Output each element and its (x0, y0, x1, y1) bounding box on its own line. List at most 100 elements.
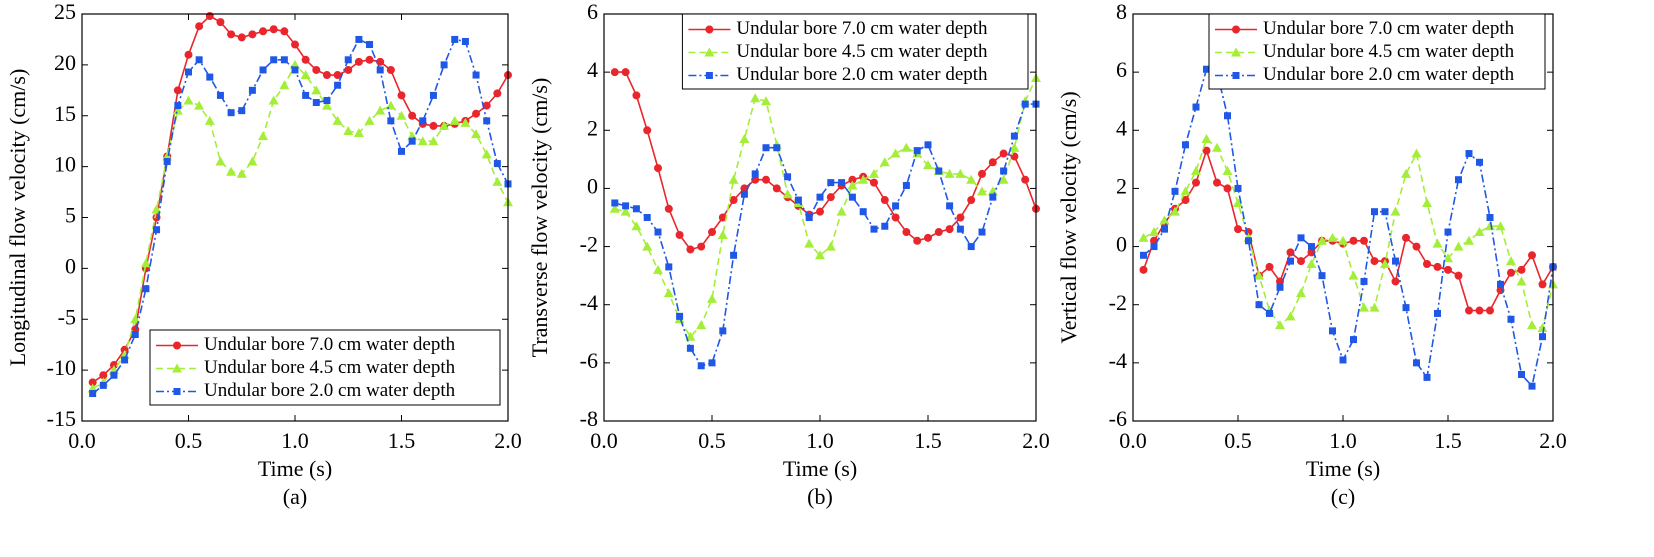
data-point (848, 193, 856, 201)
data-point (482, 101, 491, 110)
data-point (302, 91, 310, 99)
data-point (280, 56, 288, 64)
data-point (1485, 221, 1495, 231)
data-point (1213, 178, 1221, 187)
data-point (1223, 184, 1232, 193)
data-point (665, 263, 673, 271)
data-point (956, 213, 965, 222)
data-point (859, 208, 867, 216)
data-point (1423, 260, 1431, 269)
data-point (946, 202, 954, 210)
data-point (151, 204, 162, 214)
data-point (988, 158, 997, 167)
data-point (258, 131, 269, 141)
data-point (1411, 148, 1422, 158)
data-point (387, 117, 395, 125)
data-point (270, 56, 278, 64)
data-point (397, 91, 406, 100)
x-tick-label: 2.0 (1022, 428, 1050, 453)
data-point (1486, 214, 1494, 221)
data-point (1392, 257, 1399, 265)
data-point (966, 174, 977, 184)
data-point (227, 109, 235, 117)
data-point (471, 129, 482, 139)
data-point (1138, 232, 1149, 242)
data-point (825, 241, 836, 251)
data-point (923, 160, 933, 170)
data-point (227, 30, 236, 39)
data-point (1349, 236, 1358, 245)
y-tick-label: 20 (54, 50, 76, 75)
y-tick-label: -6 (1109, 406, 1127, 431)
data-point (269, 25, 278, 34)
data-point (460, 117, 471, 127)
data-point (1296, 288, 1306, 298)
data-point (890, 148, 901, 158)
data-point (956, 225, 964, 233)
data-point (279, 80, 290, 90)
legend-label: Undular bore 4.5 cm water depth (204, 357, 456, 378)
data-point (185, 68, 192, 76)
data-point (1516, 276, 1527, 286)
data-point (632, 91, 641, 100)
data-point (881, 222, 889, 230)
data-point (130, 314, 141, 324)
data-point (109, 361, 118, 370)
series-line (1143, 137, 1554, 329)
data-point (1327, 232, 1338, 242)
data-point (1297, 234, 1305, 242)
data-point (311, 85, 322, 95)
data-point (1181, 196, 1190, 205)
data-point (719, 327, 727, 335)
data-point (739, 134, 750, 144)
data-point (1432, 238, 1443, 248)
data-point (924, 233, 932, 242)
legend-label: Undular bore 2.0 cm water depth (1263, 64, 1515, 85)
data-point (1506, 256, 1516, 266)
data-point (1191, 165, 1201, 175)
data-point (376, 66, 384, 74)
data-point (913, 147, 921, 155)
data-point (440, 61, 448, 69)
caption: (c) (1331, 484, 1355, 509)
data-point (1000, 167, 1008, 175)
data-point (879, 157, 890, 167)
data-point (1224, 112, 1231, 120)
data-point (1285, 311, 1296, 321)
series-line (614, 71, 1037, 251)
data-point (216, 18, 225, 27)
series-line (614, 77, 1037, 339)
data-point (183, 95, 194, 105)
data-point (1475, 306, 1484, 315)
data-point (611, 199, 619, 207)
data-point (826, 193, 835, 202)
data-point (163, 158, 171, 166)
y-tick-label: 0 (1116, 232, 1127, 257)
data-point (429, 91, 437, 99)
data-point (408, 111, 417, 120)
data-point (1297, 257, 1305, 266)
data-point (848, 175, 857, 184)
data-point (344, 56, 352, 64)
data-point (323, 96, 331, 104)
data-point (632, 205, 640, 213)
legend-label: Undular bore 4.5 cm water depth (1263, 41, 1515, 62)
data-point (924, 141, 932, 149)
data-point (708, 359, 716, 367)
data-point (1222, 165, 1233, 175)
data-point (333, 71, 342, 80)
y-tick-label: 2 (1116, 173, 1127, 198)
data-point (998, 174, 1009, 184)
data-point (355, 35, 363, 43)
data-point (461, 37, 469, 45)
x-axis-label: Time (s) (1306, 456, 1380, 481)
data-point (978, 169, 986, 178)
data-point (1453, 241, 1464, 251)
data-point (804, 238, 815, 248)
data-point (1390, 206, 1401, 216)
data-point (718, 213, 727, 222)
legend-marker (173, 388, 181, 395)
y-tick-label: -8 (580, 406, 598, 431)
